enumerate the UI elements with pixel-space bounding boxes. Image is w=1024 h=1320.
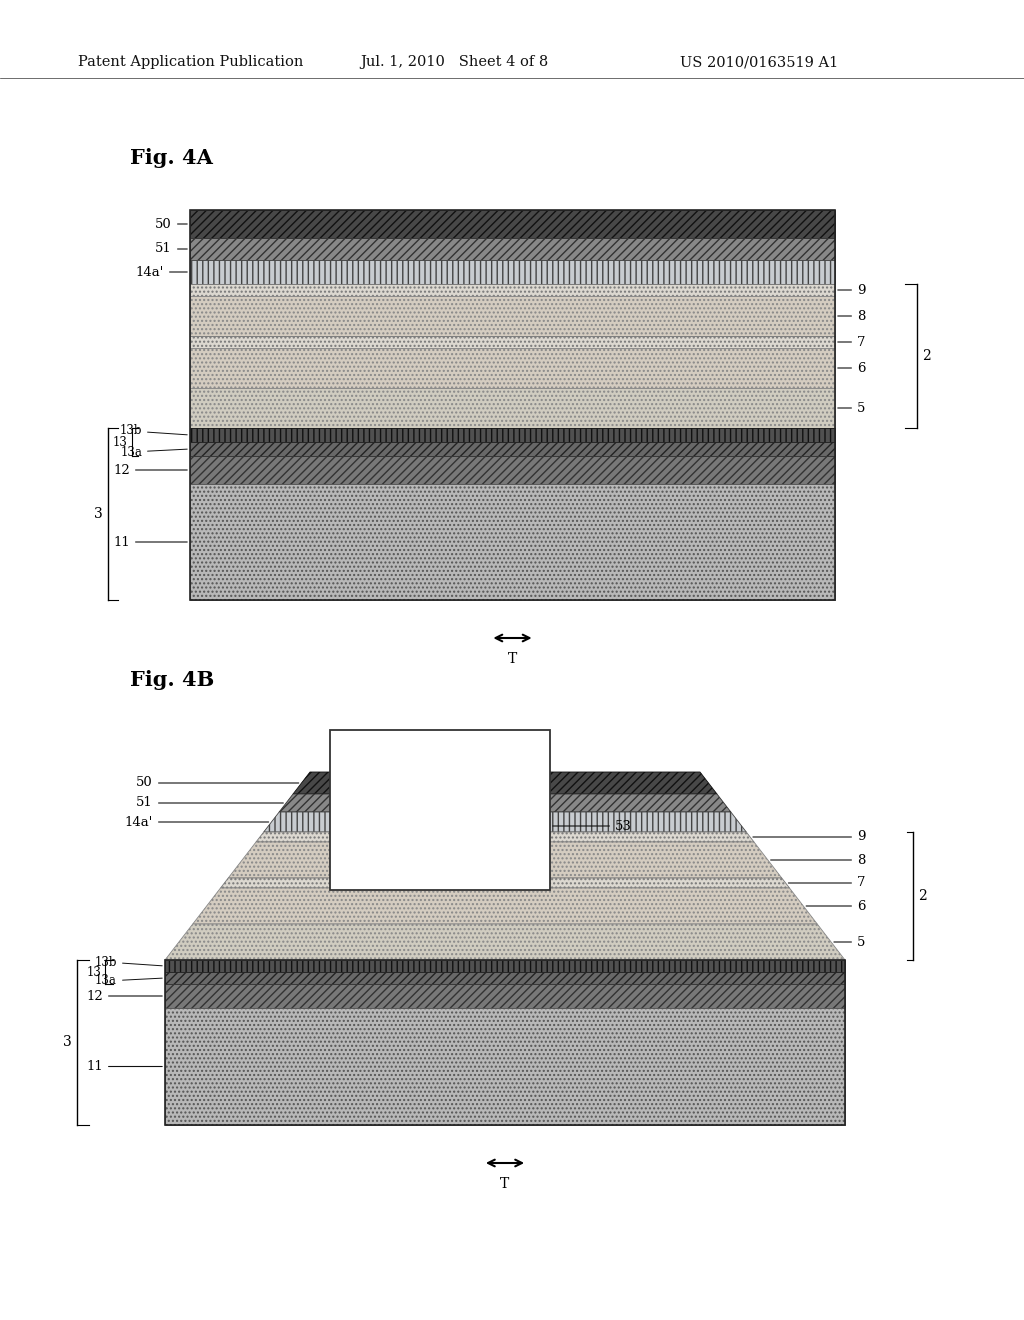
Text: 51: 51 <box>136 796 284 809</box>
Bar <box>190 337 835 348</box>
Text: 8: 8 <box>838 309 865 322</box>
Text: 14a': 14a' <box>125 816 268 829</box>
Text: Fig. 4A: Fig. 4A <box>130 148 213 168</box>
Bar <box>190 348 835 388</box>
Text: 6: 6 <box>838 362 865 375</box>
Text: 13: 13 <box>113 436 128 449</box>
Bar <box>165 972 845 983</box>
Text: 13a: 13a <box>120 446 187 458</box>
Bar <box>330 730 550 890</box>
Text: 14a': 14a' <box>135 265 187 279</box>
Text: 7: 7 <box>788 876 865 890</box>
Text: 12: 12 <box>114 463 187 477</box>
Text: 13b: 13b <box>94 956 162 969</box>
Bar <box>165 1008 845 1125</box>
Text: Fig. 4B: Fig. 4B <box>130 671 214 690</box>
Polygon shape <box>256 832 754 842</box>
Text: 5: 5 <box>834 936 865 949</box>
Text: Patent Application Publication: Patent Application Publication <box>78 55 303 69</box>
Text: 12: 12 <box>86 990 162 1002</box>
Bar <box>190 455 835 484</box>
Text: 13a: 13a <box>95 974 162 987</box>
Text: 2: 2 <box>918 888 927 903</box>
Bar <box>190 238 835 260</box>
Bar <box>165 983 845 1008</box>
Bar <box>165 960 845 1125</box>
Polygon shape <box>220 878 790 888</box>
Bar <box>190 388 835 428</box>
Text: 50: 50 <box>136 776 299 789</box>
Polygon shape <box>228 842 781 878</box>
Text: 6: 6 <box>806 899 865 912</box>
Bar <box>190 260 835 284</box>
Text: 5: 5 <box>838 401 865 414</box>
Text: Jul. 1, 2010   Sheet 4 of 8: Jul. 1, 2010 Sheet 4 of 8 <box>360 55 548 69</box>
Polygon shape <box>280 795 731 812</box>
Text: 13: 13 <box>86 965 101 978</box>
Polygon shape <box>293 772 717 795</box>
Text: 50: 50 <box>156 218 187 231</box>
Text: US 2010/0163519 A1: US 2010/0163519 A1 <box>680 55 839 69</box>
Text: T: T <box>501 1177 510 1191</box>
Text: 53: 53 <box>553 820 632 833</box>
Text: 3: 3 <box>63 1035 72 1049</box>
Text: 51: 51 <box>156 243 187 256</box>
Polygon shape <box>264 812 746 832</box>
Bar <box>190 210 835 601</box>
Bar <box>190 284 835 296</box>
Bar <box>190 442 835 455</box>
Polygon shape <box>165 924 845 960</box>
Text: 9: 9 <box>838 284 865 297</box>
Bar <box>190 484 835 601</box>
Bar <box>190 296 835 337</box>
Text: 9: 9 <box>753 830 865 843</box>
Text: 8: 8 <box>771 854 865 866</box>
Bar <box>190 210 835 238</box>
Text: T: T <box>508 652 517 667</box>
Text: 13b: 13b <box>120 425 187 437</box>
Text: 11: 11 <box>114 536 187 549</box>
Bar <box>165 960 845 972</box>
Text: 2: 2 <box>922 348 931 363</box>
Text: 7: 7 <box>838 335 865 348</box>
Polygon shape <box>193 888 817 924</box>
Bar <box>190 428 835 442</box>
Text: 11: 11 <box>86 1060 162 1073</box>
Text: 3: 3 <box>94 507 103 521</box>
